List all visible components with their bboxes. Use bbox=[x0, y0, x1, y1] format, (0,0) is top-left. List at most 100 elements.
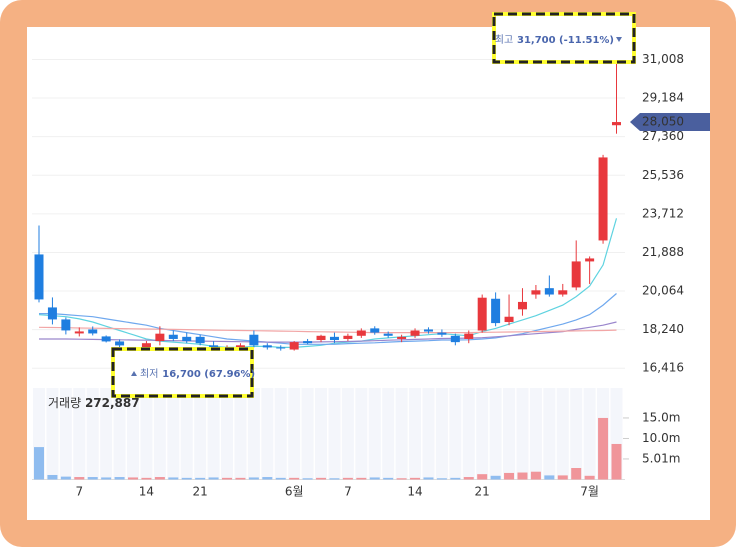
volume-bar bbox=[463, 477, 474, 480]
volume-column-bg bbox=[462, 388, 475, 480]
volume-column-bg bbox=[221, 388, 234, 480]
y-tick-label: 25,536 bbox=[642, 168, 684, 182]
volume-label: 거래량 bbox=[48, 396, 81, 410]
candle-body bbox=[611, 122, 621, 126]
candle-body bbox=[410, 330, 420, 336]
volume-bar bbox=[557, 475, 568, 480]
candle-body bbox=[262, 345, 272, 348]
volume-column-bg bbox=[180, 388, 193, 480]
x-tick-label: 21 bbox=[193, 485, 208, 499]
candle-body bbox=[356, 330, 366, 336]
volume-bar bbox=[101, 477, 112, 480]
candle-body bbox=[531, 290, 541, 295]
volume-column-bg bbox=[382, 388, 395, 480]
volume-bar bbox=[544, 475, 555, 480]
volume-column-bg bbox=[449, 388, 462, 480]
candle-body bbox=[141, 343, 151, 348]
candle-body bbox=[558, 290, 568, 295]
volume-bar bbox=[114, 477, 125, 480]
volume-column-bg bbox=[73, 388, 86, 480]
high-label: 최고 bbox=[495, 34, 513, 46]
volume-bar bbox=[154, 477, 165, 480]
y-tick-label: 21,888 bbox=[642, 245, 684, 259]
volume-bar bbox=[598, 417, 609, 480]
volume-bar bbox=[369, 477, 380, 480]
volume-column-bg bbox=[140, 388, 153, 480]
moving-average bbox=[39, 293, 617, 345]
y-tick-label: 31,008 bbox=[642, 52, 684, 66]
volume-tick-label: 15.0m bbox=[642, 410, 680, 424]
y-tick-label: 18,240 bbox=[642, 322, 684, 336]
volume-bar bbox=[181, 477, 192, 480]
volume-bar bbox=[356, 477, 367, 480]
moving-average bbox=[38, 326, 617, 334]
candle-body bbox=[74, 331, 84, 334]
volume-bar bbox=[611, 443, 622, 480]
candle-body bbox=[450, 335, 460, 343]
candle-body bbox=[34, 254, 44, 300]
volume-bar bbox=[275, 477, 286, 480]
x-tick-label: 6월 bbox=[285, 485, 304, 499]
volume-column-bg bbox=[274, 388, 287, 480]
candle-body bbox=[168, 334, 178, 339]
volume-column-bg bbox=[113, 388, 126, 480]
candle-body bbox=[437, 332, 447, 335]
up-arrow-icon bbox=[131, 371, 137, 376]
high-text: 31,700 (-11.51%) bbox=[517, 35, 614, 46]
volume-bar bbox=[168, 477, 179, 480]
volume-bar bbox=[383, 477, 394, 480]
volume-bar bbox=[329, 478, 340, 480]
volume-column-bg bbox=[247, 388, 260, 480]
candle-body bbox=[235, 345, 245, 348]
volume-column-bg bbox=[543, 388, 556, 480]
candle-body bbox=[61, 319, 71, 331]
x-tick-label: 14 bbox=[139, 485, 154, 499]
volume-bar bbox=[128, 477, 139, 480]
candle-body bbox=[155, 333, 165, 342]
volume-bar bbox=[530, 471, 541, 480]
volume-bar bbox=[34, 447, 44, 480]
candle-body bbox=[316, 335, 326, 341]
volume-bar bbox=[87, 477, 98, 480]
volume-column-bg bbox=[341, 388, 354, 480]
volume-bar bbox=[342, 477, 353, 480]
volume-bar bbox=[302, 478, 313, 480]
y-tick-label: 20,064 bbox=[642, 284, 684, 298]
volume-column-bg bbox=[529, 388, 542, 480]
candle-body bbox=[477, 297, 487, 331]
volume-column-bg bbox=[234, 388, 247, 480]
volume-bar bbox=[235, 477, 246, 480]
volume-column-bg bbox=[583, 388, 596, 480]
candle-body bbox=[343, 335, 353, 339]
volume-bar bbox=[316, 477, 327, 480]
volume-bar bbox=[60, 476, 71, 480]
y-tick-label: 23,712 bbox=[642, 206, 684, 220]
volume-bar bbox=[74, 477, 85, 480]
candle-body bbox=[517, 301, 527, 310]
volume-bar bbox=[396, 478, 407, 480]
labels-layer: 거래량 272,887 최고 31,700 (-11.51%) 최저 16,70… bbox=[48, 12, 684, 499]
current-price-label: 28,050 bbox=[642, 115, 684, 129]
candle-body bbox=[115, 341, 125, 346]
x-tick-label: 21 bbox=[475, 485, 490, 499]
volume-bar bbox=[423, 477, 434, 480]
candle-body bbox=[423, 329, 433, 332]
volume-bar bbox=[289, 477, 300, 480]
volume-bar bbox=[571, 468, 582, 480]
volume-column-bg bbox=[127, 388, 140, 480]
low-text: 16,700 (67.96%) bbox=[162, 369, 255, 380]
candle-body bbox=[383, 333, 393, 336]
candle-body bbox=[303, 341, 313, 344]
volume-bar bbox=[436, 478, 447, 480]
volume-bar bbox=[504, 472, 515, 480]
y-tick-label: 16,416 bbox=[642, 361, 684, 375]
volume-column-bg bbox=[503, 388, 516, 480]
volume-column-bg bbox=[516, 388, 529, 480]
volume-column-bg bbox=[435, 388, 448, 480]
down-arrow-icon bbox=[616, 37, 622, 42]
volume-column-bg bbox=[570, 388, 583, 480]
candle-body bbox=[571, 261, 581, 288]
volume-column-bg bbox=[355, 388, 368, 480]
volume-column-bg bbox=[100, 388, 113, 480]
volume-column-bg bbox=[207, 388, 220, 480]
